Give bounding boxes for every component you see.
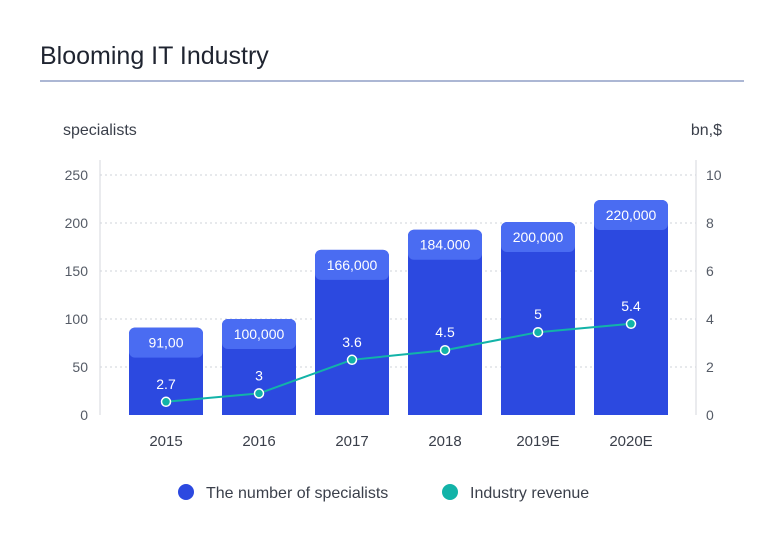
bar-cap: [129, 327, 203, 358]
right-tick-label: 6: [706, 263, 714, 279]
bar-value-label: 200,000: [513, 229, 564, 245]
revenue-value-label: 2.7: [156, 376, 176, 392]
legend-label-specialists: The number of specialists: [206, 485, 388, 502]
bar-group: 100,000: [222, 319, 296, 415]
right-tick-label: 10: [706, 167, 722, 183]
revenue-point: [160, 396, 172, 408]
bar-base: [222, 409, 296, 415]
revenue-line: 2.7 3 3.6 4.5 5 5.4: [156, 298, 641, 408]
revenue-value-label: 3.6: [342, 334, 362, 350]
legend: The number of specialists Industry reven…: [178, 484, 589, 502]
category-label: 2018: [428, 433, 461, 450]
bar-value-label: 184.000: [420, 237, 471, 253]
revenue-value-label: 3: [255, 367, 263, 383]
revenue-point: [346, 354, 358, 366]
chart-title: Blooming IT Industry: [40, 42, 269, 70]
bar-group: 91,00: [129, 327, 203, 415]
category-label: 2020E: [609, 433, 652, 450]
bar: [501, 222, 575, 415]
right-tick-labels: 0 2 4 6 8 10: [706, 167, 722, 423]
bar: [315, 249, 389, 415]
bar: [594, 199, 668, 415]
revenue-point: [625, 318, 637, 330]
bars: 91,00 100,000 166,000 184.000 200,000 220,000: [129, 199, 668, 415]
bar-group: 184.000: [408, 229, 482, 415]
category-label: 2016: [242, 433, 275, 450]
left-axis-unit: specialists: [63, 122, 137, 139]
left-tick-label: 250: [65, 167, 89, 183]
bar-cap: [222, 319, 296, 349]
legend-label-revenue: Industry revenue: [470, 485, 589, 502]
category-labels: 2015 2016 2017 2018 2019E 2020E: [149, 433, 652, 450]
bar-base: [594, 409, 668, 415]
bar-group: 220,000: [594, 199, 668, 415]
bar-cap: [501, 222, 575, 253]
bar-group: 166,000: [315, 249, 389, 415]
left-tick-label: 200: [65, 215, 89, 231]
bar-cap: [315, 249, 389, 280]
left-tick-label: 50: [72, 359, 88, 375]
revenue-point: [253, 388, 265, 399]
category-label: 2017: [335, 433, 368, 450]
right-axis-unit: bn,$: [691, 122, 722, 139]
bar-base: [408, 409, 482, 415]
revenue-value-label: 5: [534, 306, 542, 322]
bar-value-label: 100,000: [234, 326, 285, 342]
bar: [408, 229, 482, 415]
right-tick-label: 0: [706, 407, 714, 423]
left-tick-label: 150: [65, 263, 89, 279]
bar-group: 200,000: [501, 222, 575, 415]
category-label: 2015: [149, 433, 182, 450]
bar-value-label: 166,000: [327, 257, 378, 273]
revenue-point: [439, 344, 451, 356]
bar-cap: [594, 199, 668, 230]
bar-cap: [408, 229, 482, 260]
category-label: 2019E: [516, 433, 559, 450]
right-tick-label: 2: [706, 359, 714, 375]
right-tick-label: 8: [706, 215, 714, 231]
legend-marker-specialists: [178, 484, 194, 500]
revenue-point: [532, 326, 544, 338]
revenue-value-label: 4.5: [435, 324, 455, 340]
revenue-value-label: 5.4: [621, 298, 641, 314]
left-tick-label: 100: [65, 311, 89, 327]
bar-value-label: 220,000: [606, 207, 657, 223]
left-tick-label: 0: [80, 407, 88, 423]
left-tick-labels: 0 50 100 150 200 250: [65, 167, 89, 423]
bar-base: [129, 409, 203, 415]
bar-base: [501, 409, 575, 415]
bar-base: [315, 409, 389, 415]
revenue-polyline: [165, 322, 632, 403]
legend-marker-revenue: [442, 484, 458, 500]
bar-value-label: 91,00: [148, 335, 183, 351]
right-tick-label: 4: [706, 311, 714, 327]
